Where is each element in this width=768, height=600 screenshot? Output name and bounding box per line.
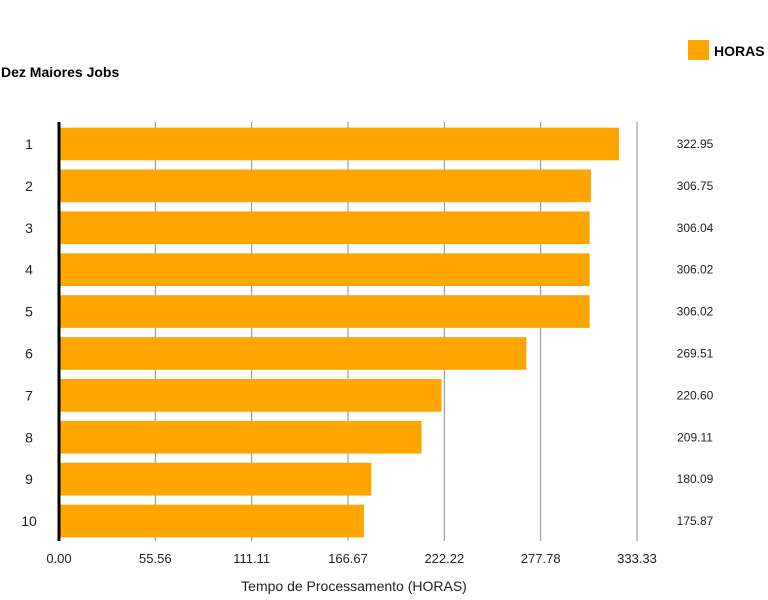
category-label: 8 [25,429,33,445]
value-label: 269.51 [677,346,714,360]
x-tick-label: 111.11 [233,551,270,566]
legend-label-horas: HORAS [714,43,765,59]
bar [59,169,591,203]
x-tick-label: 0.00 [46,551,71,566]
category-labels: 1 2 3 4 5 6 7 8 9 10 [21,136,37,529]
bar [59,337,527,370]
bar [59,211,590,245]
category-label: 5 [25,304,33,320]
category-label: 1 [25,136,33,152]
legend-swatch-horas [688,40,709,60]
value-label: 175.87 [677,514,714,528]
category-label: 4 [25,262,33,278]
x-tick-label: 277.78 [521,551,561,566]
x-tick-label: 166.67 [328,551,368,566]
category-label: 10 [21,513,37,529]
value-label: 209.11 [677,430,713,444]
bar [59,253,590,286]
value-label: 180.09 [677,472,714,486]
category-label: 6 [25,345,33,361]
value-label: 306.02 [677,263,714,277]
value-labels: 322.95 306.75 306.04 306.02 306.02 269.51 220.… [677,137,714,528]
bar [59,504,364,538]
bar [59,127,620,161]
x-tick-labels: 0.00 55.56 111.11 166.67 222.22 277.78 333.33 [46,551,657,566]
bars [59,127,620,538]
value-label: 322.95 [677,137,714,151]
legend: HORAS [688,40,765,60]
category-label: 3 [25,220,33,236]
bar [59,295,590,328]
category-label: 9 [25,471,33,487]
bar [59,462,372,496]
value-label: 306.04 [677,221,714,235]
x-tick-label: 55.56 [139,551,172,566]
chart-title: Dez Maiores Jobs [1,64,119,80]
category-label: 7 [25,387,33,403]
x-tick-label: 333.33 [617,551,657,566]
bar [59,420,422,454]
x-tick-label: 222.22 [424,551,464,566]
value-label: 220.60 [677,388,714,402]
category-label: 2 [25,178,33,194]
bar [59,379,442,412]
value-label: 306.02 [677,305,714,319]
x-axis-label: Tempo de Processamento (HORAS) [241,578,467,594]
value-label: 306.75 [677,179,714,193]
